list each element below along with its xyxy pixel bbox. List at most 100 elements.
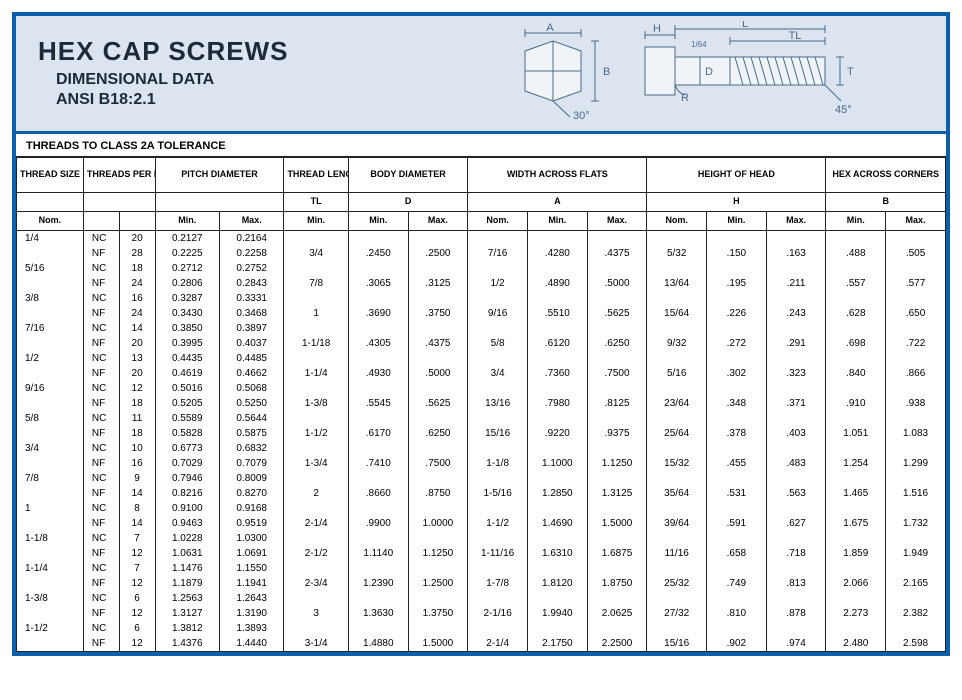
cell: 0.8270 (219, 486, 283, 501)
cell: .211 (766, 276, 826, 291)
cell (647, 230, 707, 246)
cell (284, 501, 348, 516)
cell (707, 591, 767, 606)
cell (647, 321, 707, 336)
cell (408, 230, 468, 246)
dim-L: L (742, 21, 748, 30)
lab-wnom: Nom. (468, 211, 528, 230)
dim-45: 45° (835, 104, 852, 116)
table-row: 3/8NC160.32870.3331 (17, 291, 946, 306)
cell: 0.9100 (155, 501, 219, 516)
cell: 1.5000 (587, 516, 647, 531)
cell (707, 621, 767, 636)
cell: 2-3/4 (284, 576, 348, 591)
table-row: 9/16NC120.50160.5068 (17, 381, 946, 396)
cell: .813 (766, 576, 826, 591)
sym-D: D (348, 193, 467, 212)
cell: .9375 (587, 426, 647, 441)
cell: 1-3/4 (284, 456, 348, 471)
cell: 1-11/16 (468, 546, 528, 561)
cell: 18 (119, 426, 155, 441)
cell: .878 (766, 606, 826, 621)
cell: .505 (886, 246, 946, 261)
cell: 0.2258 (219, 246, 283, 261)
cell (527, 531, 587, 546)
table-row: NF140.94630.95192-1/4.99001.00001-1/21.4… (17, 516, 946, 531)
table-row: NF121.43761.44403-1/41.48801.50002-1/42.… (17, 636, 946, 652)
cell: 16 (119, 291, 155, 306)
cell (284, 321, 348, 336)
cell: 1.051 (826, 426, 886, 441)
cell: 12 (119, 546, 155, 561)
cell: 1.3812 (155, 621, 219, 636)
cell: 3-1/4 (284, 636, 348, 652)
cell: .628 (826, 306, 886, 321)
cell (17, 366, 84, 381)
cell (408, 321, 468, 336)
cell: 1.4690 (527, 516, 587, 531)
cell: .3750 (408, 306, 468, 321)
cell: 2-1/4 (284, 516, 348, 531)
cell: 1 (17, 501, 84, 516)
cell: 0.9463 (155, 516, 219, 531)
cell (766, 230, 826, 246)
cell: 1.0691 (219, 546, 283, 561)
cell: NC (83, 411, 119, 426)
cell: 20 (119, 230, 155, 246)
cell (284, 261, 348, 276)
cell (348, 411, 408, 426)
cell: 12 (119, 381, 155, 396)
cell (886, 591, 946, 606)
cell: NF (83, 276, 119, 291)
cell (408, 621, 468, 636)
cell: 13 (119, 351, 155, 366)
cell: 2 (284, 486, 348, 501)
cell: NC (83, 230, 119, 246)
cell (647, 471, 707, 486)
subtitle-2: ANSI B18:2.1 (38, 91, 446, 109)
cell: 1.1250 (587, 456, 647, 471)
table-row: NF280.22250.22583/4.2450.25007/16.4280.4… (17, 246, 946, 261)
header: HEX CAP SCREWS DIMENSIONAL DATA ANSI B18… (16, 16, 946, 134)
cell (587, 441, 647, 456)
cell: 0.5068 (219, 381, 283, 396)
cell: 1-1/8 (468, 456, 528, 471)
cell: .6120 (527, 336, 587, 351)
cell (587, 230, 647, 246)
cell (826, 321, 886, 336)
cell (408, 531, 468, 546)
table-row: NF240.34300.34681.3690.37509/16.5510.562… (17, 306, 946, 321)
cell (468, 321, 528, 336)
cell: 5/32 (647, 246, 707, 261)
cell (408, 501, 468, 516)
cell: 1 (284, 306, 348, 321)
cell: 2-1/4 (468, 636, 528, 652)
cell: NC (83, 261, 119, 276)
cell (707, 351, 767, 366)
col-tpi: THREADS PER INCH (83, 158, 155, 193)
cell: NC (83, 351, 119, 366)
cell: 1.465 (826, 486, 886, 501)
cell (468, 411, 528, 426)
bolt-diagram-svg: A B 30° (495, 21, 875, 121)
cell: 1.1550 (219, 561, 283, 576)
cell: .8750 (408, 486, 468, 501)
table-row: 1-1/2NC61.38121.3893 (17, 621, 946, 636)
lab-bmax: Max. (408, 211, 468, 230)
cell: 0.8216 (155, 486, 219, 501)
cell: .226 (707, 306, 767, 321)
col-thread-size: THREAD SIZE (17, 158, 84, 193)
cell (886, 471, 946, 486)
dim-30: 30° (573, 110, 590, 121)
cell (284, 531, 348, 546)
cell: 1/4 (17, 230, 84, 246)
cell: 1.2500 (408, 576, 468, 591)
cell (408, 261, 468, 276)
cell (886, 561, 946, 576)
dim-TL: TL (788, 30, 801, 42)
cell (647, 561, 707, 576)
cell: 1.3125 (587, 486, 647, 501)
table-row: 1NC80.91000.9168 (17, 501, 946, 516)
cell: NC (83, 501, 119, 516)
cell: 0.3897 (219, 321, 283, 336)
